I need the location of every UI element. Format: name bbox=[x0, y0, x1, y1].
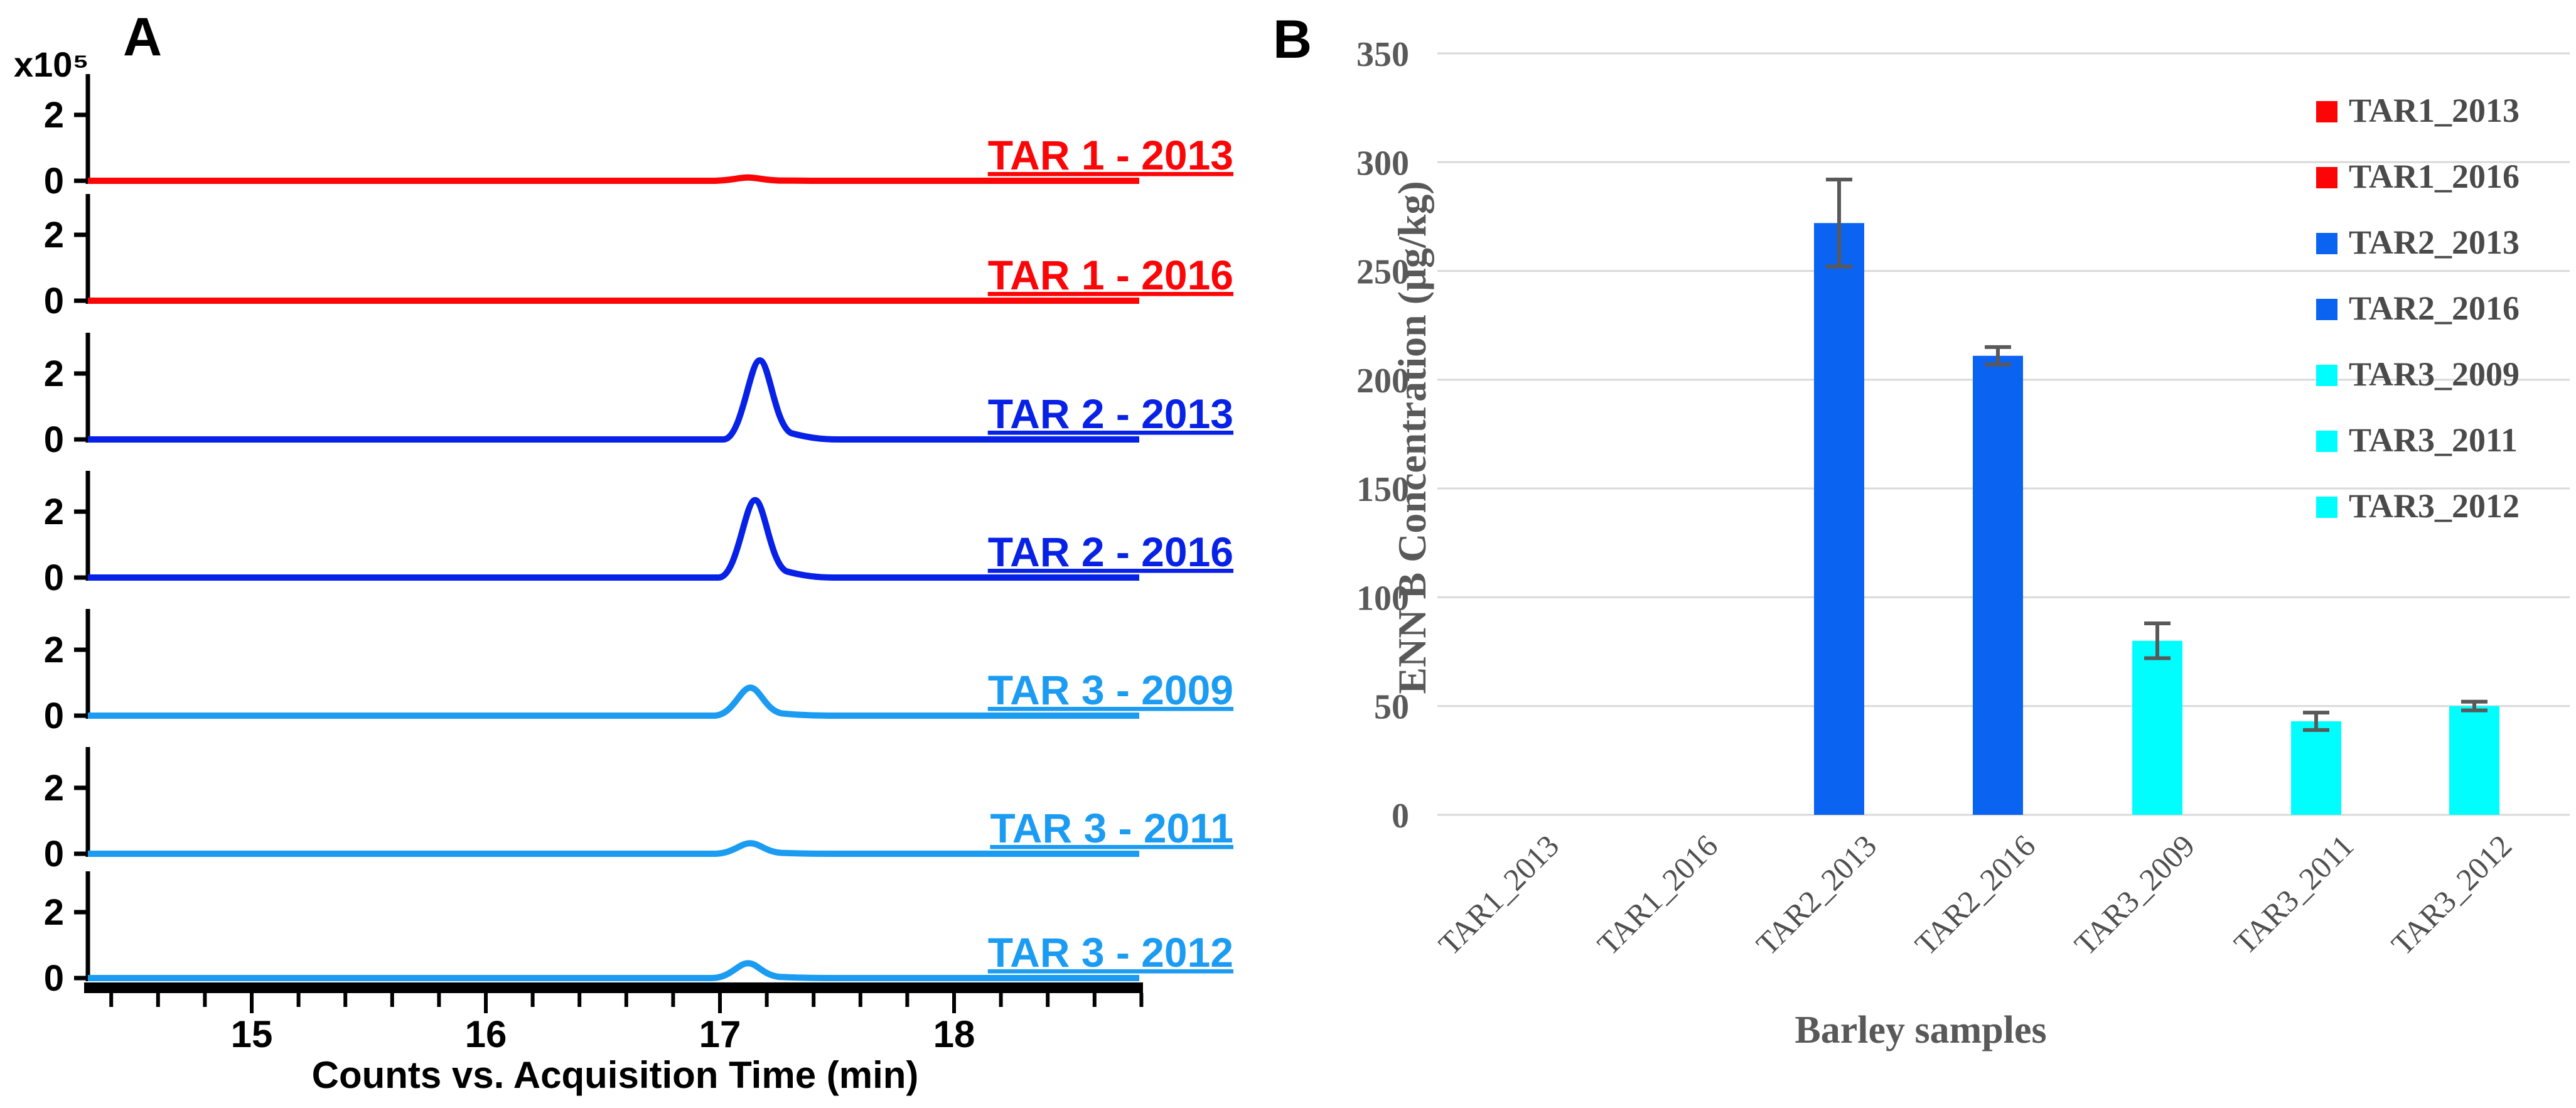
trace-2-tick-label: 2 bbox=[44, 353, 64, 394]
panel-a-x-tick-label: 18 bbox=[933, 1013, 975, 1055]
trace-label: TAR 3 - 2011 bbox=[990, 805, 1233, 851]
trace-line-TAR3-2009 bbox=[88, 684, 1139, 719]
trace-line-TAR3-2012 bbox=[88, 960, 1139, 981]
trace-label: TAR 1 - 2016 bbox=[988, 252, 1233, 298]
bar-TAR2_2016 bbox=[1973, 355, 2023, 815]
y-tick-label: 350 bbox=[1356, 35, 1409, 74]
trace-label: TAR 1 - 2013 bbox=[988, 132, 1233, 178]
y-tick-label: 300 bbox=[1356, 144, 1409, 183]
panel-b-letter: B bbox=[1273, 9, 1312, 70]
legend-swatch-TAR3_2012 bbox=[2316, 497, 2337, 518]
trace-line-TAR1-2013 bbox=[88, 174, 1139, 184]
trace-5-tick-label: 0 bbox=[44, 834, 64, 874]
legend-label-TAR3_2009: TAR3_2009 bbox=[2349, 355, 2520, 393]
error-bar-TAR2_2016 bbox=[1985, 345, 2011, 367]
trace-0-tick-label: 2 bbox=[44, 95, 64, 136]
y-tick-label: 50 bbox=[1374, 688, 1409, 727]
legend-swatch-TAR3_2011 bbox=[2316, 431, 2337, 452]
trace-label: TAR 2 - 2013 bbox=[988, 390, 1233, 437]
trace-6-tick-label: 2 bbox=[44, 892, 64, 933]
trace-label: TAR 3 - 2012 bbox=[988, 929, 1233, 976]
bar-TAR3_2011 bbox=[2291, 721, 2341, 815]
trace-0-tick-label: 0 bbox=[44, 161, 64, 202]
panel-a-y-scale-label: x10⁵ bbox=[14, 45, 89, 84]
error-bar-TAR3_2012 bbox=[2461, 699, 2487, 713]
trace-1-tick-label: 0 bbox=[44, 281, 64, 321]
chromatogram-plot: 2 0 TAR 1 - 2013 2 0 TAR 1 - 2016 2 0 TAR 2 - 20… bbox=[44, 74, 1233, 1055]
legend-swatch-TAR3_2009 bbox=[2316, 365, 2337, 386]
legend-swatch-TAR1_2013 bbox=[2316, 101, 2337, 122]
trace-label: TAR 2 - 2016 bbox=[988, 529, 1233, 575]
legend-label-TAR3_2012: TAR3_2012 bbox=[2349, 487, 2520, 525]
panel-a-letter: A bbox=[123, 7, 163, 67]
trace-line-TAR3-2011 bbox=[88, 840, 1139, 857]
y-tick-label: 0 bbox=[1392, 797, 1409, 836]
legend-label-TAR1_2013: TAR1_2013 bbox=[2349, 92, 2520, 129]
y-tick-label: 250 bbox=[1356, 253, 1409, 292]
y-tick-label: 100 bbox=[1356, 579, 1409, 618]
panel-a-x-axis bbox=[84, 982, 1143, 993]
panel-a-x-tick-label: 17 bbox=[699, 1013, 741, 1055]
trace-2-tick-label: 0 bbox=[44, 419, 64, 460]
trace-line-TAR2-2013 bbox=[88, 357, 1139, 443]
error-bar-TAR3_2009 bbox=[2144, 621, 2171, 660]
legend-swatch-TAR2_2016 bbox=[2316, 299, 2337, 320]
trace-4-tick-label: 2 bbox=[44, 630, 64, 670]
error-bar-TAR3_2011 bbox=[2303, 711, 2329, 732]
error-bar-TAR2_2013 bbox=[1826, 178, 1852, 269]
trace-1-tick-label: 2 bbox=[44, 215, 64, 255]
legend-swatch-TAR2_2013 bbox=[2316, 233, 2337, 254]
trace-5-tick-label: 2 bbox=[44, 768, 64, 809]
bar-TAR3_2009 bbox=[2132, 640, 2182, 815]
panel-b-x-axis-title: Barley samples bbox=[1795, 1009, 2047, 1052]
legend-label-TAR2_2016: TAR2_2016 bbox=[2349, 289, 2520, 327]
trace-line-TAR2-2016 bbox=[88, 497, 1139, 581]
panel-a-x-tick-label: 15 bbox=[231, 1013, 273, 1055]
trace-3-tick-label: 0 bbox=[44, 557, 64, 598]
panel-a-x-axis-title: Counts vs. Acquisition Time (min) bbox=[311, 1054, 919, 1096]
y-tick-label: 150 bbox=[1356, 470, 1409, 509]
legend-label-TAR2_2013: TAR2_2013 bbox=[2349, 223, 2520, 261]
trace-label: TAR 3 - 2009 bbox=[988, 667, 1233, 713]
legend-swatch-TAR1_2016 bbox=[2316, 167, 2337, 188]
trace-6-tick-label: 0 bbox=[44, 958, 64, 999]
bar-TAR3_2012 bbox=[2449, 706, 2499, 815]
legend-label-TAR1_2016: TAR1_2016 bbox=[2349, 158, 2520, 195]
y-tick-label: 200 bbox=[1356, 362, 1409, 401]
bar-TAR2_2013 bbox=[1814, 223, 1864, 815]
trace-4-tick-label: 0 bbox=[44, 696, 64, 736]
panel-a-x-tick-label: 16 bbox=[465, 1013, 507, 1055]
legend-label-TAR3_2011: TAR3_2011 bbox=[2349, 421, 2518, 459]
trace-3-tick-label: 2 bbox=[44, 492, 64, 532]
